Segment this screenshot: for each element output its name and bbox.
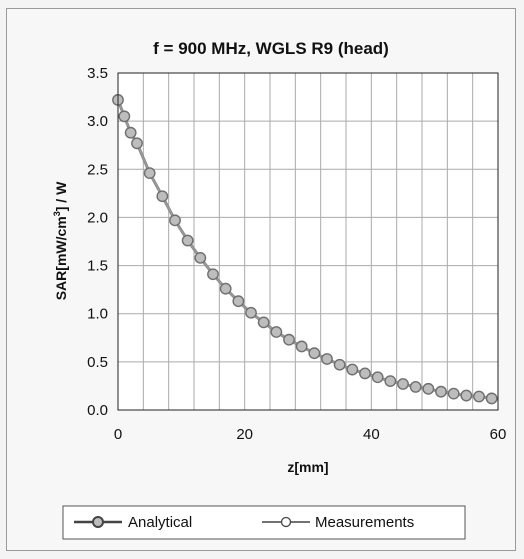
x-axis-ticks: 0 20 40 60 bbox=[114, 426, 507, 443]
y-axis-label-superscript: 3 bbox=[52, 211, 62, 216]
measurement-point bbox=[131, 137, 143, 150]
measurement-point bbox=[435, 385, 447, 398]
measurement-point bbox=[409, 380, 422, 393]
measurement-point bbox=[283, 333, 295, 346]
measurement-point bbox=[397, 378, 409, 390]
y-axis-label: SAR[mW/cm3] / W bbox=[52, 181, 69, 300]
measurement-point bbox=[485, 392, 498, 405]
measurement-point bbox=[460, 389, 473, 402]
grid bbox=[118, 73, 498, 410]
x-tick-label: 0 bbox=[114, 426, 122, 443]
measurement-point bbox=[156, 190, 169, 203]
y-tick-label: 3.0 bbox=[87, 113, 108, 130]
x-axis-label: z[mm] bbox=[287, 459, 328, 475]
series-markers bbox=[112, 94, 498, 405]
plot-background bbox=[117, 72, 499, 411]
measurement-point bbox=[295, 340, 308, 353]
y-axis-label-main: SAR[mW/cm bbox=[53, 216, 69, 300]
measurement-point bbox=[124, 126, 137, 139]
y-tick-label: 2.5 bbox=[87, 161, 108, 178]
measurement-point bbox=[219, 282, 232, 295]
measurement-point bbox=[359, 367, 371, 380]
measurement-point bbox=[194, 251, 207, 264]
measurement-point bbox=[181, 234, 194, 247]
measurement-point bbox=[207, 268, 219, 281]
measurement-point bbox=[270, 326, 283, 338]
y-tick-label: 0.5 bbox=[87, 354, 108, 371]
measurement-point bbox=[321, 353, 333, 365]
measurement-point bbox=[232, 295, 245, 308]
plot-border bbox=[117, 72, 499, 411]
measurement-point bbox=[422, 382, 435, 395]
measurement-point bbox=[257, 316, 270, 329]
y-axis-label-rest: ] / W bbox=[53, 181, 69, 211]
legend-label-analytical: Analytical bbox=[128, 514, 192, 531]
measurement-point bbox=[245, 306, 257, 319]
x-tick-label: 20 bbox=[236, 426, 253, 443]
y-tick-label: 3.5 bbox=[87, 65, 108, 82]
measurement-point bbox=[143, 167, 156, 180]
legend-marker-measurements bbox=[280, 516, 292, 528]
legend-label-measurements: Measurements bbox=[315, 514, 414, 531]
measurement-point bbox=[371, 371, 384, 384]
measurement-point bbox=[333, 358, 346, 371]
measurement-point bbox=[384, 375, 397, 388]
chart-title: f = 900 MHz, WGLS R9 (head) bbox=[153, 39, 389, 58]
y-tick-label: 1.0 bbox=[87, 306, 108, 323]
x-tick-label: 40 bbox=[363, 426, 380, 443]
legend-marker-analytical bbox=[92, 516, 104, 528]
measurement-point bbox=[169, 214, 181, 227]
measurement-point bbox=[118, 110, 131, 123]
y-tick-label: 0.0 bbox=[87, 402, 108, 419]
x-tick-label: 60 bbox=[490, 426, 507, 443]
measurement-point bbox=[473, 390, 485, 403]
y-tick-label: 2.0 bbox=[87, 209, 108, 226]
measurement-point bbox=[447, 387, 460, 400]
plot-area bbox=[112, 72, 499, 411]
measurement-point bbox=[346, 363, 359, 376]
y-axis-ticks: 0.0 0.5 1.0 1.5 2.0 2.5 3.0 3.5 bbox=[87, 65, 108, 419]
measurement-point bbox=[308, 347, 321, 360]
legend: Analytical Measurements bbox=[62, 505, 466, 540]
y-tick-label: 1.5 bbox=[87, 258, 108, 275]
